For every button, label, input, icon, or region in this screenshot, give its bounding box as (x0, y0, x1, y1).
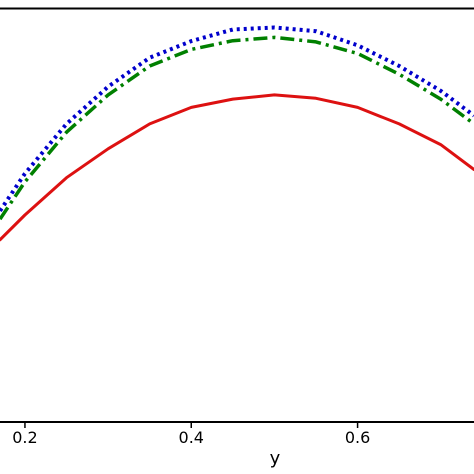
x-tick-label: 0.2 (12, 428, 37, 447)
x-tick-label: 0.4 (179, 428, 204, 447)
x-tick-label: 0.6 (345, 428, 370, 447)
series-line-3 (0, 93, 474, 242)
series-line-1 (0, 25, 474, 213)
series-line-2 (0, 35, 474, 221)
series-layer (0, 25, 474, 242)
plot-area (0, 8, 474, 422)
x-tick-layer: 0.2 0.4 0.6 (12, 422, 370, 447)
x-axis-label: y (270, 448, 281, 469)
